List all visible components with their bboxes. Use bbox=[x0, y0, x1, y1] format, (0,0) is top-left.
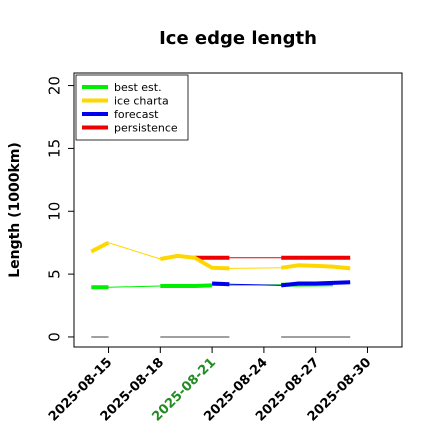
series-line-segment bbox=[280, 280, 351, 288]
y-axis: 0 5 10 15 20 bbox=[45, 76, 74, 342]
series-line-segment bbox=[160, 283, 213, 288]
y-tick-label: 10 bbox=[45, 202, 63, 221]
series-connector-line bbox=[108, 285, 161, 288]
series-line-segment bbox=[212, 281, 230, 287]
series-connector-line bbox=[229, 267, 282, 269]
x-axis: 2025-08-152025-08-182025-08-212025-08-24… bbox=[46, 347, 374, 425]
y-tick-label: 20 bbox=[45, 76, 63, 95]
legend-label: forecast bbox=[114, 108, 159, 121]
plot-frame bbox=[73, 72, 403, 348]
series-ice-charta bbox=[90, 240, 351, 271]
y-axis-label: Length (1000km) bbox=[7, 142, 23, 278]
series-line-segment bbox=[280, 263, 351, 271]
plot-area bbox=[73, 72, 403, 348]
legend-label: persistence bbox=[114, 122, 178, 135]
series-forecast bbox=[212, 280, 351, 288]
series-layer bbox=[90, 240, 351, 290]
series-line-segment bbox=[159, 253, 230, 271]
legend-label: ice charta bbox=[114, 95, 169, 108]
y-tick-label: 0 bbox=[45, 332, 63, 342]
series-line-segment bbox=[90, 240, 110, 254]
legend-label: best est. bbox=[114, 81, 162, 94]
series-connector-line bbox=[108, 242, 161, 260]
series-connector-line bbox=[229, 283, 282, 286]
y-tick-label: 5 bbox=[45, 269, 63, 279]
chart-title: Ice edge length bbox=[159, 28, 317, 49]
y-tick-label: 15 bbox=[45, 139, 63, 158]
